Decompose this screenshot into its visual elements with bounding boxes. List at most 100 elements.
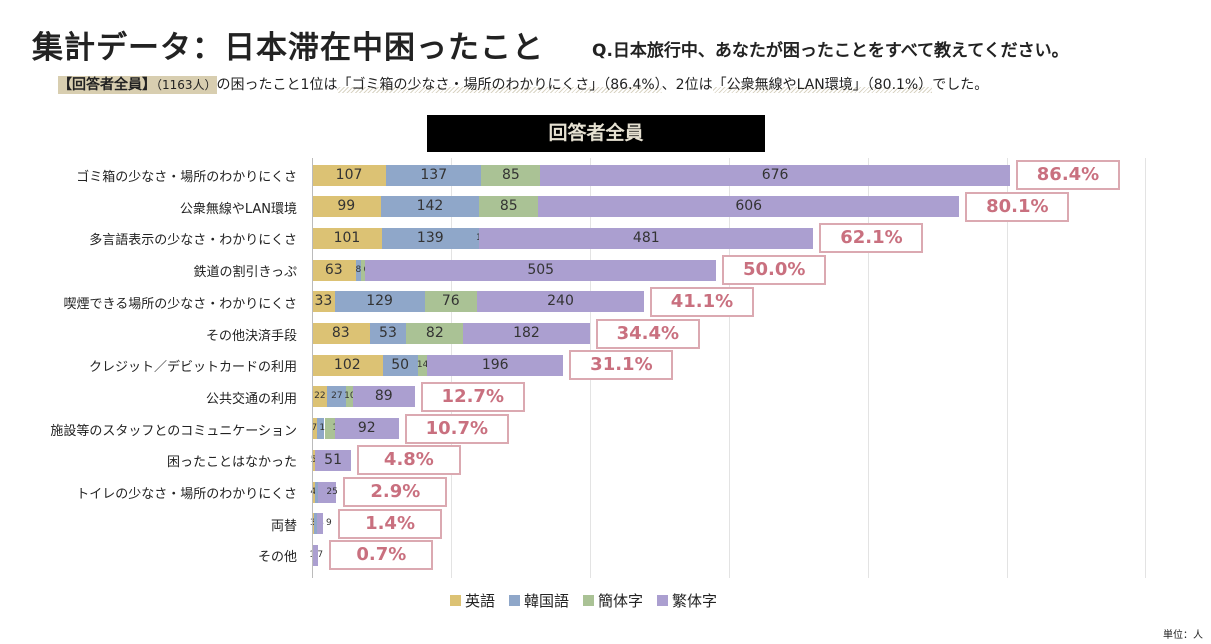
percent-label: 50.0% [722,255,827,286]
bar-value-label: 196 [481,356,509,373]
bar-segment-英語 [312,196,381,218]
percent-label: 2.9% [343,477,448,507]
bar-value-label: 25 [326,486,338,497]
bar-value-label: 14 [416,359,429,370]
bar-segment-韓国語 [355,259,362,281]
question-text: Q.日本旅行中、あなたが困ったことをすべて教えてください。 [592,41,1069,61]
bar-value-label: 142 [416,198,444,215]
percent-label: 62.1% [819,223,924,254]
legend-label: 繁体字 [672,592,718,610]
percent-label: 41.1% [649,286,754,317]
percent-label: 10.7% [404,413,509,444]
bar-value-label: 85 [501,166,520,183]
bar-segment-韓国語 [380,196,480,218]
summary-text-2: 、2位は [661,77,713,93]
summary-line: 【回答者全員】（1163人）の困ったこと1位は「ゴミ箱の少なさ・場所のわかりにく… [58,74,988,94]
bar-segment-簡体字 [479,196,539,218]
bar-segment-英語 [312,513,315,535]
summary-text-3: でした。 [932,77,989,93]
bar-segment-繁体字 [540,164,1010,186]
bar-segment-英語 [312,418,317,440]
bar-value-label: 89 [374,388,393,405]
legend-item: 繁体字 [657,590,717,611]
summary-first: 「ゴミ箱の少なさ・場所のわかりにくさ」（86.4%） [337,77,662,93]
bar-segment-韓国語 [327,386,347,408]
bar-segment-英語 [312,449,316,471]
bar-value-label: 7 [311,423,318,434]
bar-value-label: 8 [355,264,362,275]
category-label: クレジット／デビットカードの利用 [88,360,297,376]
category-label: その他 [257,550,297,566]
bar-value-label: 4 [310,486,317,497]
bar-segment-英語 [312,354,383,376]
bar-value-label: 5 [310,454,317,465]
bar-segment-繁体字 [427,354,564,376]
percent-label: 4.8% [356,445,461,476]
bar-value-label: 51 [324,451,342,468]
category-label: 施設等のスタッフとのコミュニケーション [50,423,297,439]
bar-segment-繁体字 [312,544,318,566]
percent-label: 34.4% [595,318,700,349]
legend-item: 韓国語 [509,590,569,611]
category-label: 公衆無線やLAN環境 [179,201,297,217]
bar-value-label: 83 [331,325,350,341]
bar-segment-簡体字 [406,323,464,344]
bar-segment-韓国語 [314,481,319,503]
legend-swatch [509,595,521,606]
bar-value-label: 22 [314,391,326,402]
category-label: ゴミ箱の少なさ・場所のわかりにくさ [76,170,297,185]
percent-label: 31.1% [569,350,674,381]
percent-label: 12.7% [420,381,525,412]
percent-label: 1.4% [338,508,443,539]
percent-label: 80.1% [965,191,1070,222]
legend-swatch [657,595,669,606]
summary-text-1: の困ったこと1位は [216,77,338,93]
bar-value-label: 10 [344,391,356,402]
bar-segment-繁体字 [334,418,399,440]
bar-segment-繁体字 [316,513,324,535]
legend-label: 韓国語 [524,592,570,610]
bar-segment-簡体字 [424,291,478,313]
bar-segment-韓国語 [386,164,482,186]
bar-value-label: 107 [335,166,363,183]
bar-value-label: 1 [476,228,482,249]
chart-title: 回答者全員 [427,115,765,152]
category-label: その他決済手段 [205,328,297,344]
category-label: 公共交通の利用 [205,391,297,407]
legend-item: 簡体字 [583,590,643,611]
bar-segment-英語 [312,164,387,186]
category-label: トイレの少なさ・場所のわかりにくさ [76,487,297,502]
bar-segment-英語 [312,291,335,313]
bar-value-label: 676 [761,166,789,183]
category-label: 困ったことはなかった [166,455,297,471]
bar-segment-韓国語 [316,418,325,440]
bar-value-label: 101 [333,229,361,246]
bar-value-label: 182 [513,325,540,341]
bar-value-label: 240 [547,293,574,310]
bar-value-label: 53 [379,325,397,341]
legend-item: 英語 [450,590,495,611]
legend-label: 英語 [465,592,496,610]
gridline [1006,158,1008,578]
legend: 英語 韓国語 簡体字 繁体字 [450,590,717,611]
bar-segment-簡体字 [346,386,353,408]
gridline [867,158,869,578]
bar-segment-簡体字 [481,164,541,186]
respondent-group-highlight: 【回答者全員】（1163人） [58,76,217,94]
bar-segment-韓国語 [382,354,418,376]
bar-value-label: 76 [441,293,460,310]
bar-segment-繁体字 [477,291,644,313]
gridline [1145,158,1147,578]
bar-value-label: 102 [333,356,361,373]
category-label: 喫煙できる場所の少なさ・わかりにくさ [63,296,297,312]
bar-value-label: 9 [326,518,332,529]
bar-value-label: 63 [324,261,343,278]
bar-segment-繁体字 [463,323,590,344]
bar-value-label: 481 [632,229,660,246]
bar-value-label: 7 [317,549,324,560]
bar-value-label: 139 [416,229,444,246]
bar-segment-簡体字 [417,354,428,376]
summary-second: 「公衆無線やLAN環境」（80.1%） [712,77,933,93]
y-axis-line [312,158,313,578]
